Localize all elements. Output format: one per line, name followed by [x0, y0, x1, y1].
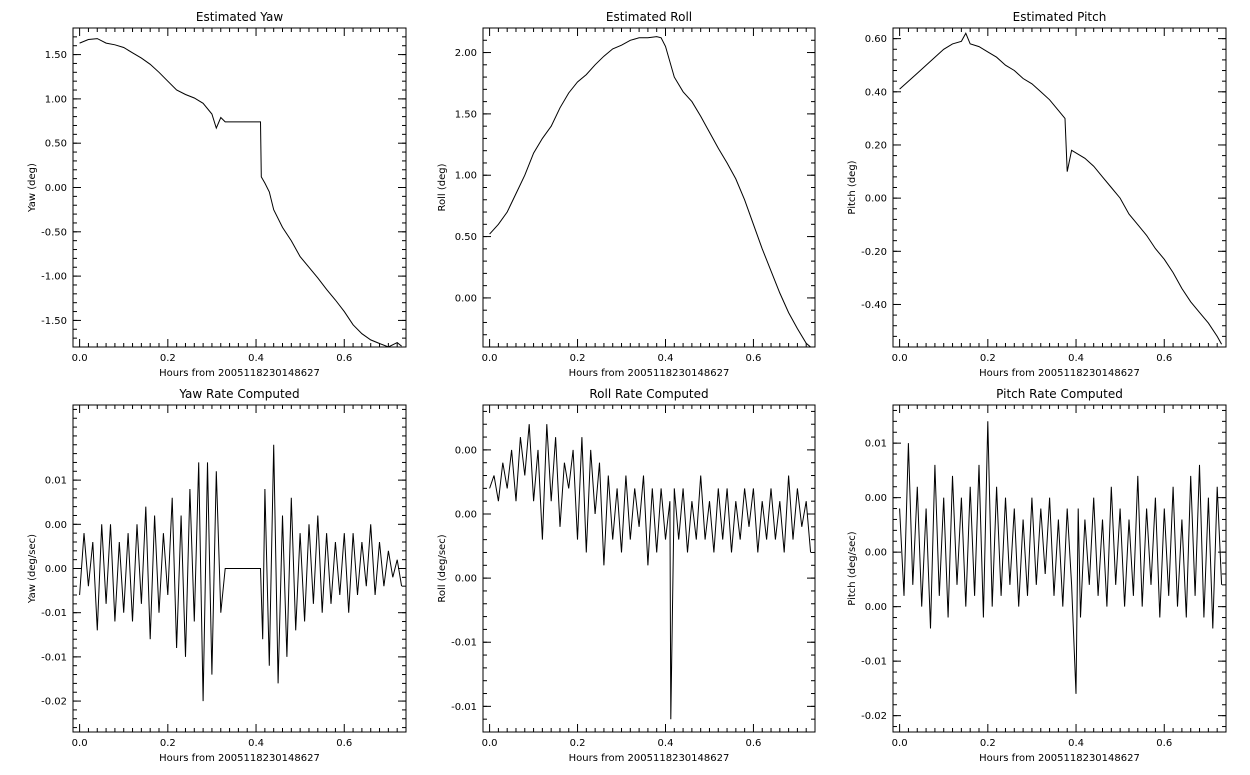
- y-tick-label: 0.00: [45, 183, 67, 194]
- x-tick-label: 0.6: [336, 738, 352, 749]
- chart-title: Yaw Rate Computed: [178, 387, 299, 401]
- y-tick-label: -1.50: [41, 316, 67, 327]
- y-tick-label: -0.02: [861, 711, 887, 722]
- x-tick-label: 0.6: [1156, 353, 1172, 364]
- x-tick-label: 0.0: [892, 353, 908, 364]
- panel-pitch-rate: Pitch Rate Computed Hours from 2005118230…: [847, 387, 1227, 764]
- y-tick-label: 0.00: [45, 564, 67, 575]
- plot-frame: [892, 404, 1227, 733]
- x-tick-label: 0.0: [72, 738, 88, 749]
- x-tick-label: 0.0: [482, 738, 498, 749]
- y-tick-label: -0.40: [861, 300, 887, 311]
- y-tick-label: 0.00: [865, 194, 887, 205]
- y-tick-label: 0.00: [455, 510, 477, 521]
- y-tick-label: 0.00: [865, 493, 887, 504]
- x-tick-label: 0.2: [160, 353, 176, 364]
- y-tick-label: 1.50: [45, 50, 67, 61]
- y-tick-label: 0.00: [45, 520, 67, 531]
- y-tick-label: 0.01: [45, 476, 67, 487]
- x-axis-label: Hours from 2005118230148627: [979, 753, 1140, 764]
- chart-title: Pitch Rate Computed: [996, 387, 1123, 401]
- y-tick-label: 0.60: [865, 34, 887, 45]
- panel-yaw: Estimated Yaw Hours from 2005118230148627…: [27, 10, 407, 379]
- x-axis-label: Hours from 2005118230148627: [979, 368, 1140, 379]
- y-tick-label: -0.01: [451, 638, 477, 649]
- chart-title: Estimated Yaw: [196, 10, 283, 24]
- chart-title: Estimated Pitch: [1013, 10, 1107, 24]
- panel-roll-rate: Roll Rate Computed Hours from 20051182301…: [437, 387, 816, 764]
- x-tick-label: 0.6: [336, 353, 352, 364]
- x-tick-label: 0.4: [1068, 738, 1084, 749]
- x-tick-label: 0.6: [745, 353, 761, 364]
- x-tick-label: 0.6: [745, 738, 761, 749]
- data-line-pitch-rate: [899, 421, 1223, 694]
- x-tick-label: 0.4: [1068, 353, 1084, 364]
- y-tick-label: 0.20: [865, 140, 887, 151]
- y-axis-label: Roll (deg/sec): [437, 534, 448, 602]
- y-tick-label: -0.01: [451, 702, 477, 713]
- y-axis-label: Pitch (deg/sec): [847, 531, 858, 606]
- y-tick-label: -0.50: [41, 227, 67, 238]
- y-tick-label: 0.00: [455, 293, 477, 304]
- x-axis-label: Hours from 2005118230148627: [159, 368, 320, 379]
- x-tick-label: 0.4: [248, 353, 264, 364]
- x-tick-label: 0.4: [248, 738, 264, 749]
- x-tick-label: 0.6: [1156, 738, 1172, 749]
- y-tick-label: 1.50: [455, 109, 477, 120]
- plot-frame: [482, 404, 816, 733]
- panel-yaw-rate: Yaw Rate Computed Hours from 200511823014…: [27, 387, 407, 764]
- data-line-yaw: [79, 38, 402, 348]
- y-tick-label: -1.00: [41, 272, 67, 283]
- y-tick-label: -0.01: [41, 608, 67, 619]
- y-tick-label: 2.00: [455, 48, 477, 59]
- y-tick-label: -0.01: [41, 652, 67, 663]
- x-tick-label: 0.2: [570, 353, 586, 364]
- chart-title: Estimated Roll: [606, 10, 692, 24]
- y-axis-label: Yaw (deg/sec): [27, 534, 38, 604]
- x-tick-label: 0.4: [658, 738, 674, 749]
- y-tick-label: 0.00: [865, 548, 887, 559]
- y-tick-label: -0.02: [41, 697, 67, 708]
- y-tick-label: 1.00: [455, 171, 477, 182]
- x-tick-label: 0.2: [570, 738, 586, 749]
- x-tick-label: 0.0: [72, 353, 88, 364]
- data-line-pitch: [899, 32, 1223, 345]
- x-tick-label: 0.2: [160, 738, 176, 749]
- x-tick-label: 0.4: [658, 353, 674, 364]
- y-tick-label: 0.40: [865, 87, 887, 98]
- x-axis-label: Hours from 2005118230148627: [569, 753, 730, 764]
- data-line-roll-rate: [489, 424, 812, 720]
- chart-title: Roll Rate Computed: [589, 387, 708, 401]
- y-axis-label: Roll (deg): [437, 163, 448, 211]
- panel-roll: Estimated Roll Hours from 200511823014862…: [437, 10, 816, 379]
- y-tick-label: 0.50: [45, 139, 67, 150]
- x-axis-label: Hours from 2005118230148627: [569, 368, 730, 379]
- y-axis-label: Yaw (deg): [27, 163, 38, 213]
- x-tick-label: 0.0: [892, 738, 908, 749]
- y-tick-label: 0.00: [455, 574, 477, 585]
- y-tick-label: -0.20: [861, 247, 887, 258]
- y-tick-label: 0.50: [455, 232, 477, 243]
- x-axis-label: Hours from 2005118230148627: [159, 753, 320, 764]
- data-line-yaw-rate: [79, 444, 403, 702]
- y-tick-label: 0.01: [865, 439, 887, 450]
- x-tick-label: 0.2: [980, 738, 996, 749]
- y-axis-label: Pitch (deg): [847, 160, 858, 214]
- y-tick-label: 0.00: [865, 602, 887, 613]
- panel-pitch: Estimated Pitch Hours from 20051182301486…: [847, 10, 1227, 379]
- y-tick-label: 0.00: [455, 445, 477, 456]
- x-tick-label: 0.0: [482, 353, 498, 364]
- y-tick-label: 1.00: [45, 94, 67, 105]
- y-tick-label: -0.01: [861, 657, 887, 668]
- x-tick-label: 0.2: [980, 353, 996, 364]
- data-line-roll: [489, 36, 811, 348]
